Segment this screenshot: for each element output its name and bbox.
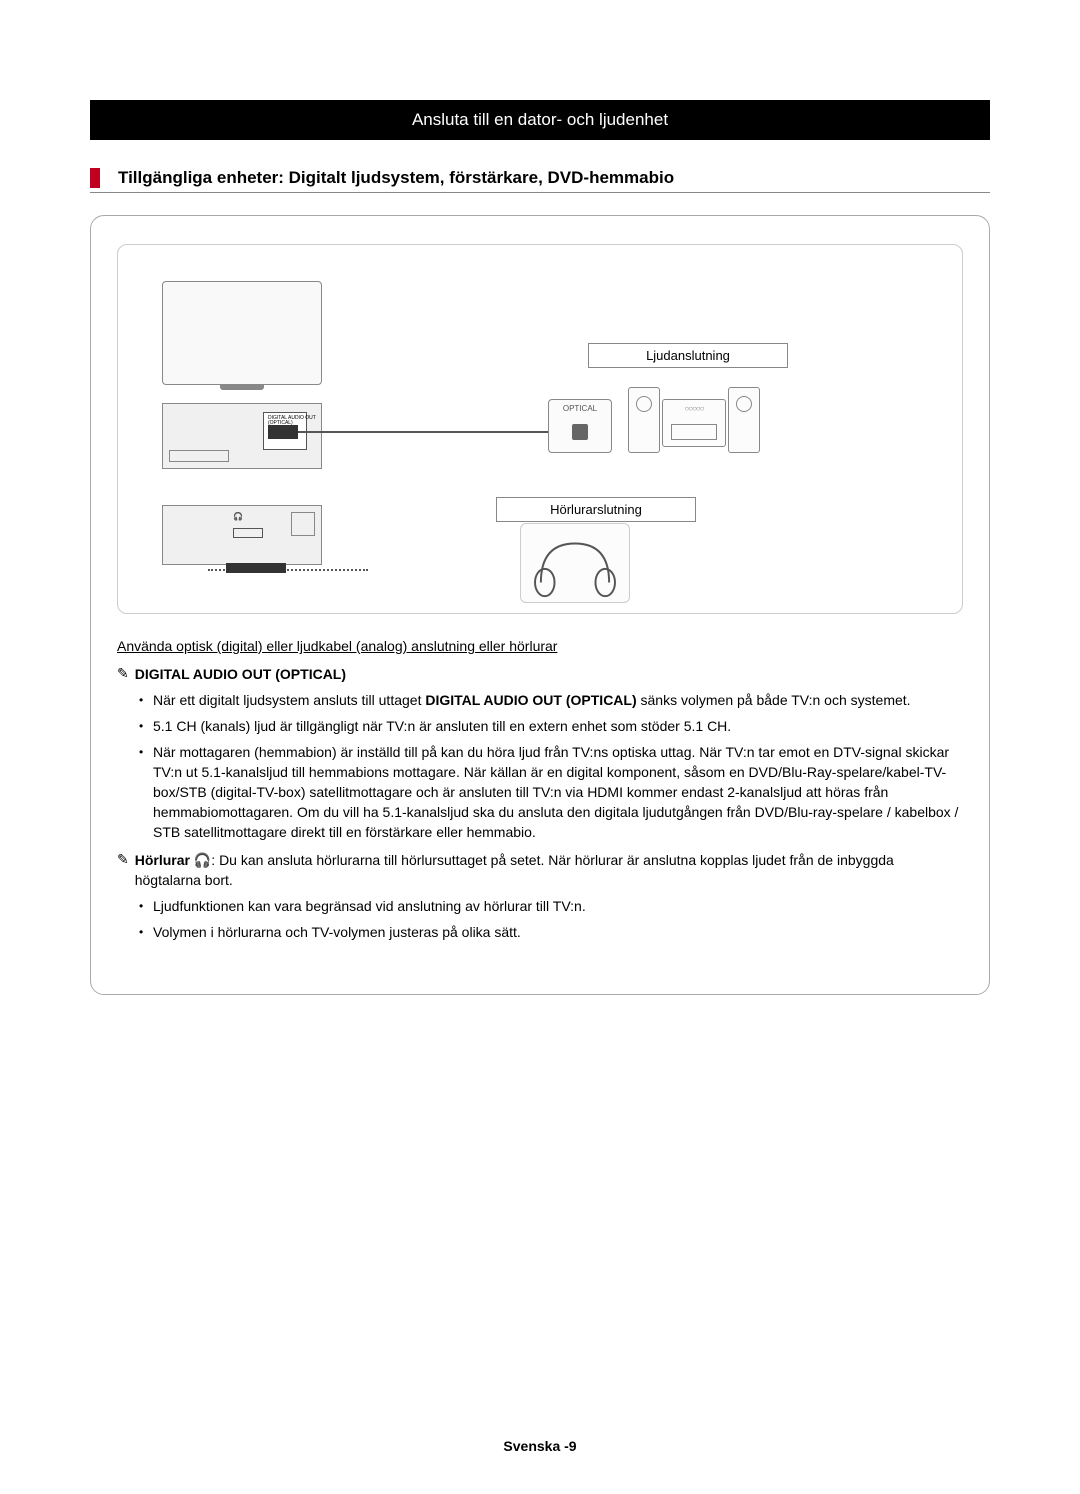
diagram-container: DIGITAL AUDIO OUT (OPTICAL) OPTICAL Ljud… bbox=[90, 215, 990, 995]
optical-cable-icon bbox=[288, 423, 568, 441]
note-headphones-body: : Du kan ansluta hörlurarna till hörlurs… bbox=[135, 852, 894, 888]
optical-receiver-label: OPTICAL bbox=[549, 404, 611, 413]
tv-headphone-panel-icon: 🎧 bbox=[162, 505, 322, 565]
note-icon: ✎ bbox=[117, 850, 129, 868]
headphones-symbol-icon: 🎧 bbox=[194, 852, 211, 868]
bullet-text: Volymen i hörlurarna och TV-volymen just… bbox=[153, 924, 521, 940]
bullet-text: Ljudfunktionen kan vara begränsad vid an… bbox=[153, 898, 586, 914]
optical-bullet-list: När ett digitalt ljudsystem ansluts till… bbox=[117, 690, 963, 842]
side-port-icon bbox=[291, 512, 315, 536]
header-bar: Ansluta till en dator- och ljudenhet bbox=[90, 100, 990, 140]
subsection-underline: Använda optisk (digital) eller ljudkabel… bbox=[117, 638, 963, 654]
note-optical: ✎ DIGITAL AUDIO OUT (OPTICAL) bbox=[117, 664, 963, 684]
list-item: Ljudfunktionen kan vara begränsad vid an… bbox=[153, 896, 963, 916]
bullet-text-pre: När ett digitalt ljudsystem ansluts till… bbox=[153, 692, 425, 708]
tv-back-slot-icon bbox=[169, 450, 229, 462]
tv-front-icon bbox=[162, 281, 322, 385]
section-title: Tillgängliga enheter: Digitalt ljudsyste… bbox=[118, 168, 674, 188]
note-icon: ✎ bbox=[117, 664, 129, 682]
optical-receiver-icon: OPTICAL bbox=[548, 399, 612, 453]
list-item: När ett digitalt ljudsystem ansluts till… bbox=[153, 690, 963, 710]
headphone-connection-label: Hörlurarslutning bbox=[496, 497, 696, 522]
headphone-jack-icon bbox=[233, 528, 263, 538]
connection-diagram: DIGITAL AUDIO OUT (OPTICAL) OPTICAL Ljud… bbox=[117, 244, 963, 614]
list-item: Volymen i hörlurarna och TV-volymen just… bbox=[153, 922, 963, 942]
footer-lang: Svenska bbox=[503, 1438, 560, 1454]
speaker-right-icon bbox=[728, 387, 760, 453]
headphone-plug-icon bbox=[226, 563, 286, 573]
bullet-text-bold: DIGITAL AUDIO OUT (OPTICAL) bbox=[425, 692, 636, 708]
av-receiver-icon bbox=[662, 399, 726, 447]
headphone-bullet-list: Ljudfunktionen kan vara begränsad vid an… bbox=[117, 896, 963, 942]
page-footer: Svenska -9 bbox=[0, 1438, 1080, 1454]
list-item: 5.1 CH (kanals) ljud är tillgängligt när… bbox=[153, 716, 963, 736]
header-title: Ansluta till en dator- och ljudenhet bbox=[412, 110, 668, 129]
footer-page: -9 bbox=[564, 1438, 576, 1454]
headphones-icon bbox=[520, 523, 630, 603]
section-title-row: Tillgängliga enheter: Digitalt ljudsyste… bbox=[90, 168, 990, 193]
bullet-text: När mottagaren (hemmabion) är inställd t… bbox=[153, 744, 958, 840]
audio-connection-label: Ljudanslutning bbox=[588, 343, 788, 368]
note-headphones: ✎ Hörlurar 🎧: Du kan ansluta hörlurarna … bbox=[117, 850, 963, 890]
bullet-text: 5.1 CH (kanals) ljud är tillgängligt när… bbox=[153, 718, 731, 734]
note-headphones-text: Hörlurar 🎧: Du kan ansluta hörlurarna ti… bbox=[135, 850, 963, 890]
headphone-jack-symbol-icon: 🎧 bbox=[233, 512, 243, 521]
speaker-left-icon bbox=[628, 387, 660, 453]
note-headphones-bold: Hörlurar bbox=[135, 852, 190, 868]
list-item: När mottagaren (hemmabion) är inställd t… bbox=[153, 742, 963, 842]
accent-box bbox=[90, 168, 100, 188]
note-optical-heading: DIGITAL AUDIO OUT (OPTICAL) bbox=[135, 664, 346, 684]
bullet-text-post: sänks volymen på både TV:n och systemet. bbox=[637, 692, 911, 708]
